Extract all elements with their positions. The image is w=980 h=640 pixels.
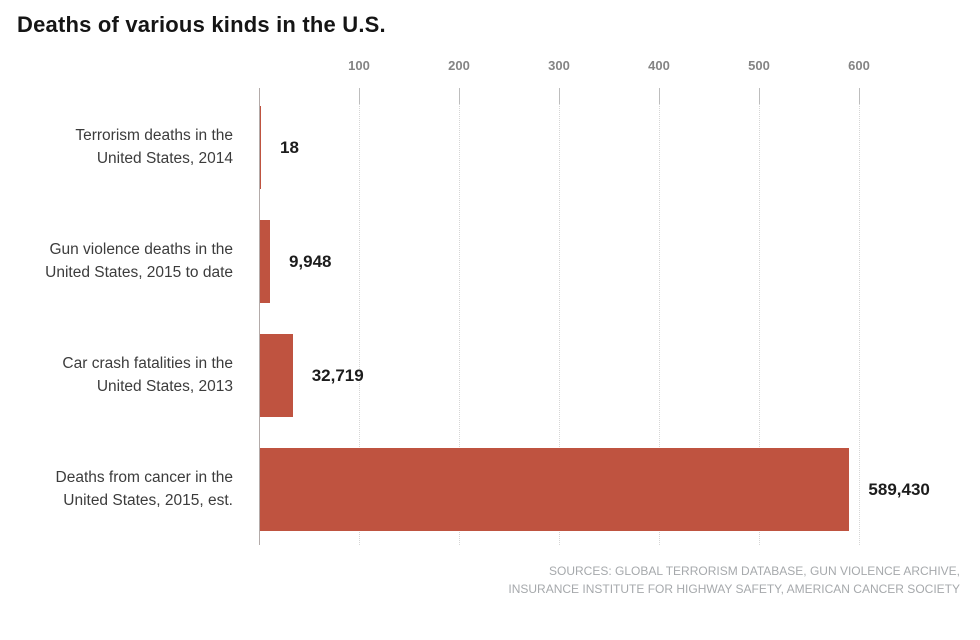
category-label-line: Terrorism deaths in the	[75, 127, 233, 144]
value-label-terrorism: 18	[280, 137, 299, 157]
value-label-cancer: 589,430	[868, 479, 930, 499]
x-tick-label-200: 200	[448, 58, 470, 73]
source-line-1: SOURCES: GLOBAL TERRORISM DATABASE, GUN …	[549, 564, 960, 578]
gridline-600	[859, 88, 860, 545]
category-label-line: Gun violence deaths in the	[49, 241, 233, 258]
bar-cancer	[260, 448, 850, 531]
category-label-line: United States, 2013	[96, 378, 233, 395]
category-label-line: United States, 2014	[96, 150, 233, 167]
source-attribution: SOURCES: GLOBAL TERRORISM DATABASE, GUN …	[508, 563, 960, 598]
x-tick-label-300: 300	[548, 58, 570, 73]
x-tick-label-500: 500	[748, 58, 770, 73]
category-label-line: United States, 2015 to date	[45, 264, 233, 281]
bar-gun-violence	[260, 220, 270, 303]
category-label-gun-violence: Gun violence deaths in the United States…	[0, 238, 233, 284]
category-label-line: Car crash fatalities in the	[62, 355, 233, 372]
value-label-gun-violence: 9,948	[288, 251, 332, 271]
tick-mark-300	[559, 88, 560, 104]
tick-mark-100	[359, 88, 360, 104]
x-tick-label-600: 600	[848, 58, 870, 73]
bar-row-car-crash: 32,719	[260, 334, 364, 417]
category-label-line: Deaths from cancer in the	[55, 469, 233, 486]
bar-row-terrorism: 18	[260, 106, 299, 189]
source-line-2: INSURANCE INSTITUTE FOR HIGHWAY SAFETY, …	[508, 581, 960, 596]
tick-mark-500	[759, 88, 760, 104]
x-tick-label-400: 400	[648, 58, 670, 73]
plot-area: 18 9,948 32,719 589,430	[259, 88, 960, 545]
bar-row-cancer: 589,430	[260, 448, 930, 531]
gridline-500	[759, 88, 760, 545]
chart-title: Deaths of various kinds in the U.S.	[17, 12, 386, 37]
tick-mark-400	[659, 88, 660, 104]
bar-car-crash	[260, 334, 293, 417]
tick-mark-600	[859, 88, 860, 104]
tick-mark-200	[459, 88, 460, 104]
gridline-300	[559, 88, 560, 545]
category-label-terrorism: Terrorism deaths in the United States, 2…	[0, 124, 233, 170]
y-axis-line	[259, 88, 260, 545]
category-label-line: United States, 2015, est.	[63, 492, 233, 509]
x-tick-label-100: 100	[348, 58, 370, 73]
gridline-400	[659, 88, 660, 545]
gridline-100	[359, 88, 360, 545]
value-label-car-crash: 32,719	[311, 365, 364, 385]
bar-terrorism	[260, 106, 261, 189]
gridline-200	[459, 88, 460, 545]
category-label-car-crash: Car crash fatalities in the United State…	[0, 352, 233, 398]
category-label-cancer: Deaths from cancer in the United States,…	[0, 466, 233, 512]
bar-row-gun-violence: 9,948	[260, 220, 331, 303]
